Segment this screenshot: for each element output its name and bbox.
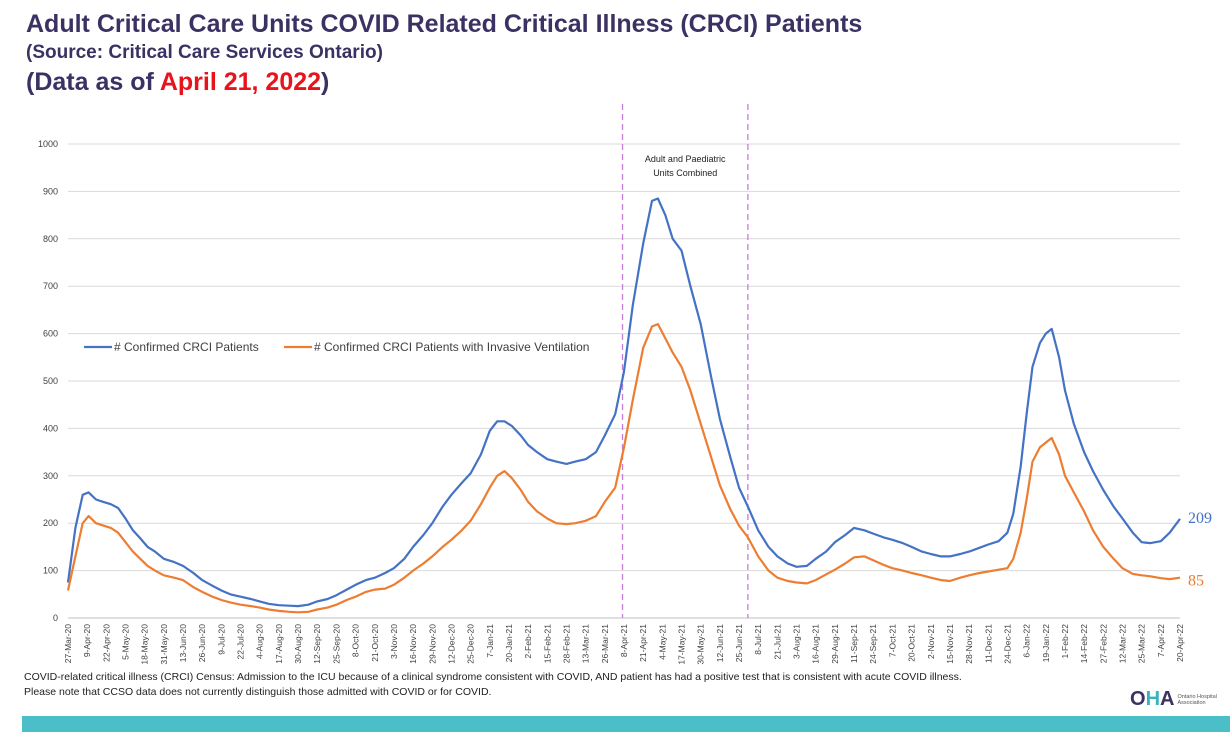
source-subtitle: (Source: Critical Care Services Ontario): [26, 42, 383, 63]
x-tick-label: 1-Feb-22: [1060, 624, 1070, 659]
x-tick-label: 15-Nov-21: [945, 624, 955, 664]
y-tick-label: 700: [43, 281, 58, 291]
legend-entry: # Confirmed CRCI Patients: [114, 340, 259, 354]
as-of-suffix: ): [321, 68, 330, 96]
x-tick-label: 4-Aug-20: [255, 624, 265, 659]
x-tick-label: 27-Mar-20: [63, 624, 73, 663]
x-tick-label: 20-Apr-22: [1175, 624, 1185, 662]
last-value-label: 85: [1188, 573, 1204, 590]
y-tick-label: 800: [43, 234, 58, 244]
x-tick-label: 27-Feb-22: [1098, 624, 1108, 663]
series-line: [66, 323, 1181, 614]
x-tick-label: 8-Jul-21: [753, 624, 763, 655]
as-of-prefix: (Data as of: [26, 68, 160, 96]
x-tick-label: 31-May-20: [159, 624, 169, 665]
y-tick-label: 1000: [38, 139, 58, 149]
x-tick-label: 14-Feb-22: [1079, 624, 1089, 663]
footer-bar: [22, 716, 1230, 732]
x-tick-label: 21-Apr-21: [638, 624, 648, 662]
as-of-line: (Data as of April 21, 2022): [26, 66, 862, 98]
x-tick-label: 15-Feb-21: [542, 624, 552, 663]
x-tick-label: 28-Feb-21: [561, 624, 571, 663]
x-tick-label: 21-Jul-21: [772, 624, 782, 660]
x-tick-label: 26-Jun-20: [197, 624, 207, 663]
x-tick-label: 21-Oct-20: [370, 624, 380, 662]
x-tick-label: 7-Oct-21: [887, 624, 897, 657]
y-tick-label: 400: [43, 423, 58, 433]
oha-logo: OHA Ontario Hospital Association: [1130, 688, 1217, 711]
x-tick-label: 5-May-20: [121, 624, 131, 660]
footnote-disclaimer: Please note that CCSO data does not curr…: [24, 686, 492, 698]
x-tick-label: 28-Nov-21: [964, 624, 974, 664]
x-tick-label: 20-Jan-21: [504, 624, 514, 663]
x-tick-label: 26-Mar-21: [600, 624, 610, 663]
x-tick-label: 3-Nov-20: [389, 624, 399, 659]
footnote-definition: COVID-related critical illness (CRCI) Ce…: [24, 671, 962, 683]
x-tick-label: 25-Mar-22: [1137, 624, 1147, 663]
x-tick-label: 9-Jul-20: [216, 624, 226, 655]
x-tick-label: 25-Dec-20: [466, 624, 476, 664]
x-tick-label: 29-Nov-20: [427, 624, 437, 664]
x-tick-label: 30-Aug-20: [293, 624, 303, 664]
x-tick-label: 17-Aug-20: [274, 624, 284, 664]
x-tick-label: 6-Jan-22: [1022, 624, 1032, 658]
x-tick-label: 18-May-20: [140, 624, 150, 665]
x-tick-label: 8-Oct-20: [351, 624, 361, 657]
page-title: Adult Critical Care Units COVID Related …: [26, 10, 863, 38]
y-tick-label: 300: [43, 471, 58, 481]
footnote: COVID-related critical illness (CRCI) Ce…: [24, 670, 962, 700]
x-tick-label: 29-Aug-21: [830, 624, 840, 664]
x-tick-label: 2-Feb-21: [523, 624, 533, 659]
region-label: Adult and Paediatric: [645, 154, 726, 164]
x-tick-label: 9-Apr-20: [82, 624, 92, 657]
y-tick-label: 600: [43, 329, 58, 339]
x-tick-label: 11-Sep-21: [849, 624, 859, 663]
x-tick-label: 24-Dec-21: [1002, 624, 1012, 664]
x-tick-label: 17-May-21: [677, 624, 687, 665]
y-tick-label: 200: [43, 518, 58, 528]
x-tick-label: 12-Mar-22: [1117, 624, 1127, 663]
x-tick-label: 24-Sep-21: [868, 624, 878, 664]
x-tick-label: 22-Apr-20: [101, 624, 111, 662]
x-tick-label: 7-Jan-21: [485, 624, 495, 658]
oha-logo-text: Ontario Hospital Association: [1177, 693, 1217, 706]
x-tick-label: 25-Sep-20: [331, 624, 341, 664]
last-value-label: 209: [1188, 510, 1212, 527]
x-tick-label: 11-Dec-21: [983, 624, 993, 663]
y-tick-label: 900: [43, 186, 58, 196]
legend-entry: # Confirmed CRCI Patients with Invasive …: [314, 340, 589, 354]
x-tick-label: 2-Nov-21: [926, 624, 936, 659]
x-tick-label: 4-May-21: [657, 624, 667, 660]
crci-line-chart: 0 100 200 300 400 500 600 700 800 900 1000 27-Mar-2…: [38, 104, 1212, 665]
x-tick-label: 25-Jun-21: [734, 624, 744, 663]
x-tick-label: 12-Dec-20: [446, 624, 456, 664]
y-tick-label: 0: [53, 613, 58, 623]
x-tick-label: 12-Sep-20: [312, 624, 322, 664]
x-tick-label: 7-Apr-22: [1156, 624, 1166, 657]
y-tick-label: 500: [43, 376, 58, 386]
x-tick-label: 22-Jul-20: [236, 624, 246, 660]
y-tick-label: 100: [43, 566, 58, 576]
oha-logo-mark: OHA: [1130, 688, 1175, 710]
x-tick-label: 30-May-21: [696, 624, 706, 665]
region-label: Units Combined: [653, 168, 717, 178]
x-tick-label: 16-Aug-21: [811, 624, 821, 664]
series-line: [66, 197, 1181, 608]
x-tick-label: 13-Mar-21: [581, 624, 591, 663]
x-tick-label: 19-Jan-22: [1041, 624, 1051, 663]
x-tick-label: 12-Jun-21: [715, 624, 725, 663]
title-block: Adult Critical Care Units COVID Related …: [26, 8, 862, 98]
x-tick-label: 13-Jun-20: [178, 624, 188, 663]
as-of-date: April 21, 2022: [159, 68, 322, 96]
x-tick-label: 20-Oct-21: [907, 624, 917, 662]
x-tick-label: 3-Aug-21: [792, 624, 802, 659]
x-tick-label: 16-Nov-20: [408, 624, 418, 664]
x-tick-label: 8-Apr-21: [619, 624, 629, 657]
